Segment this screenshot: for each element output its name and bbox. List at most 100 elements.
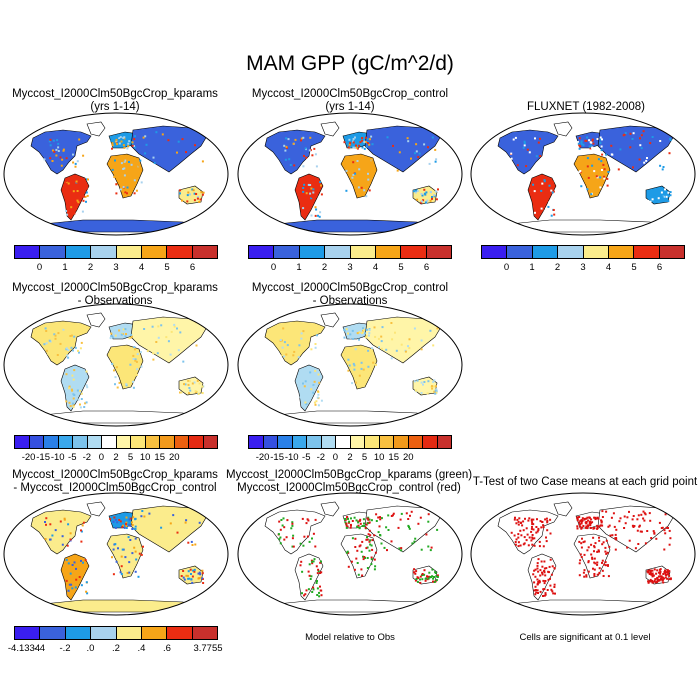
grid-cell — [129, 524, 132, 527]
grid-cell — [116, 143, 118, 146]
grid-cell — [351, 176, 354, 179]
grid-cell — [421, 578, 424, 581]
grid-cell — [197, 577, 200, 580]
grid-cell — [596, 563, 599, 566]
colorbar-swatch — [44, 436, 59, 448]
grid-cell — [531, 543, 534, 546]
grid-cell — [598, 525, 601, 528]
grid-cell — [540, 189, 543, 192]
grid-cell — [424, 579, 427, 582]
grid-cell — [86, 194, 89, 197]
grid-cell — [303, 183, 306, 186]
grid-cell — [374, 565, 377, 568]
grid-cell — [585, 139, 588, 142]
grid-cell — [554, 592, 556, 595]
grid-cell — [362, 368, 365, 371]
grid-cell — [667, 573, 670, 575]
grid-cell — [533, 589, 536, 592]
grid-cell — [45, 523, 47, 526]
grid-cell — [87, 178, 89, 181]
colorbar-tick-label: 3 — [580, 262, 586, 273]
grid-cell — [292, 142, 295, 145]
grid-cell — [194, 391, 197, 394]
grid-cell — [352, 173, 355, 176]
grid-cell — [579, 525, 582, 528]
grid-cell — [82, 521, 85, 524]
grid-cell — [110, 335, 113, 338]
grid-cell — [346, 516, 349, 518]
grid-cell — [605, 510, 608, 513]
grid-cell — [314, 518, 317, 521]
grid-cell — [310, 187, 313, 190]
grid-cell — [591, 164, 594, 167]
grid-cell — [353, 368, 356, 371]
grid-cell — [420, 201, 423, 204]
grid-cell — [661, 196, 664, 199]
grid-cell — [353, 568, 356, 571]
grid-cell — [436, 576, 439, 578]
grid-cell — [539, 569, 542, 572]
grid-cell — [53, 333, 56, 336]
colorbar-swatch — [102, 436, 117, 448]
grid-cell — [586, 136, 589, 139]
grid-cell — [587, 525, 590, 528]
grid-cell — [131, 335, 133, 338]
colorbar-swatch — [558, 246, 584, 258]
grid-cell — [73, 561, 76, 564]
grid-cell — [368, 549, 371, 552]
grid-cell — [649, 569, 652, 572]
grid-cell — [598, 567, 601, 570]
grid-cell — [69, 532, 72, 535]
grid-cell — [129, 363, 132, 366]
grid-cell — [614, 533, 617, 536]
grid-cell — [119, 169, 122, 172]
colorbar-tick-label: 20 — [168, 452, 180, 463]
colorbar-tick-label: -5 — [302, 452, 311, 463]
map-border — [237, 303, 463, 427]
grid-cell — [600, 519, 603, 522]
grid-cell — [551, 181, 554, 184]
grid-cell — [56, 139, 59, 142]
grid-cell — [72, 405, 75, 408]
grid-cell — [360, 550, 363, 553]
grid-cell — [619, 148, 622, 151]
colorbar-swatch — [192, 627, 217, 639]
grid-cell — [189, 568, 192, 571]
grid-cell — [80, 392, 83, 395]
continent-grn — [86, 501, 106, 517]
colorbar-fluxnet — [481, 245, 685, 259]
colorbar-swatch — [116, 627, 142, 639]
grid-cell — [644, 542, 647, 545]
grid-cell — [309, 371, 312, 374]
grid-cell — [544, 592, 547, 595]
grid-cell — [367, 349, 370, 352]
colorbar-swatch — [192, 246, 217, 258]
grid-cell — [285, 137, 288, 140]
grid-cell — [533, 544, 536, 547]
grid-cell — [139, 159, 142, 162]
grid-cell — [346, 525, 349, 528]
grid-cell — [517, 520, 520, 523]
grid-cell — [542, 545, 545, 548]
grid-cell — [580, 542, 583, 545]
grid-cell — [44, 538, 47, 541]
grid-cell — [313, 385, 316, 388]
grid-cell — [122, 159, 125, 162]
grid-cell — [371, 347, 373, 350]
grid-cell — [358, 338, 360, 341]
grid-cell — [437, 188, 439, 191]
grid-cell — [128, 140, 131, 143]
grid-cell — [317, 404, 320, 407]
grid-cell — [405, 512, 408, 515]
colorbar-swatch — [583, 246, 609, 258]
grid-cell — [126, 147, 129, 150]
colorbar-tick-label: -4.1334 — [7, 643, 41, 654]
grid-cell — [71, 179, 74, 182]
grid-cell — [583, 575, 586, 578]
grid-cell — [305, 589, 308, 592]
grid-cell — [433, 194, 436, 197]
colorbar-swatch — [401, 246, 427, 258]
grid-cell — [291, 537, 294, 540]
grid-cell — [514, 516, 516, 519]
colorbar-swatch — [365, 436, 380, 448]
